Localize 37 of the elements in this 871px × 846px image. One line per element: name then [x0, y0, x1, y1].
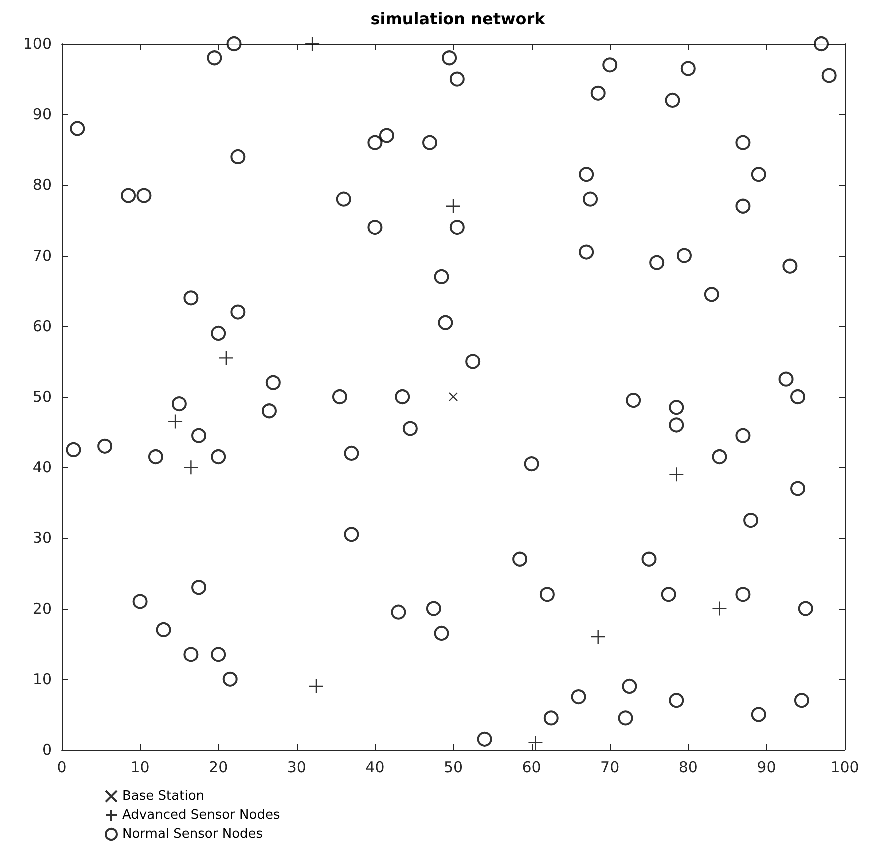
x-tick-label: 20	[209, 758, 228, 776]
y-tick-label: 60	[32, 317, 52, 336]
point	[712, 601, 728, 616]
y-tick-label: 0	[42, 741, 52, 759]
x-tick-label: 30	[287, 758, 306, 776]
x-tick-label: 60	[522, 758, 542, 776]
y-tick-label: 100	[23, 35, 52, 53]
point	[184, 460, 199, 476]
x-tick-label: 10	[130, 758, 150, 776]
point	[448, 392, 458, 402]
x-tick-label: 40	[366, 758, 385, 776]
x-tick-label: 80	[678, 758, 698, 776]
y-tick-label: 50	[32, 388, 52, 406]
legend-label: Advanced Sensor Nodes	[122, 808, 280, 823]
point	[168, 414, 184, 430]
point	[218, 350, 234, 366]
chart-title: simulation network	[370, 10, 546, 28]
point	[528, 735, 544, 751]
y-tick-label: 30	[32, 529, 52, 548]
point	[446, 198, 462, 214]
y-tick-label: 90	[32, 106, 52, 124]
point	[308, 678, 324, 694]
x-tick-label: 90	[757, 758, 776, 776]
y-tick-label: 70	[32, 246, 52, 265]
x-tick-label: 100	[830, 758, 860, 776]
y-tick-label: 20	[32, 600, 52, 618]
y-tick-label: 40	[32, 458, 52, 477]
x-tick-label: 70	[600, 758, 620, 776]
legend-label: Base Station	[122, 789, 205, 804]
point	[590, 629, 606, 645]
point	[304, 36, 320, 52]
x-tick-label: 0	[57, 758, 67, 776]
y-tick-label: 80	[32, 176, 52, 194]
y-tick-label: 10	[32, 670, 52, 688]
point	[669, 467, 684, 482]
legend-label: Normal Sensor Nodes	[122, 827, 264, 842]
x-tick-label: 50	[444, 758, 464, 776]
